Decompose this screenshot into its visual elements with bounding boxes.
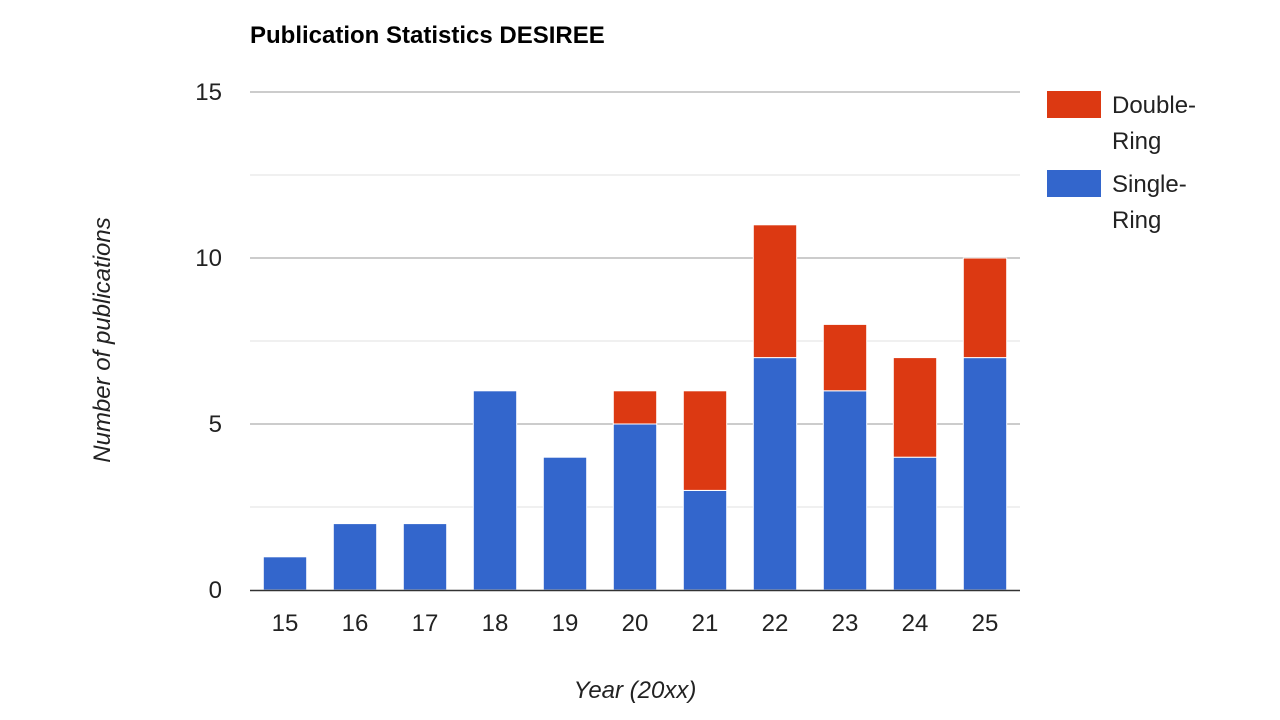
x-tick-label: 21 — [692, 610, 719, 637]
x-tick-label: 18 — [482, 610, 509, 637]
x-tick-label: 22 — [762, 610, 789, 637]
x-axis-ticks: 15 16 17 18 19 20 21 22 23 24 25 — [272, 610, 999, 637]
bar-single-ring-25 — [962, 357, 1008, 591]
x-tick-label: 23 — [832, 610, 859, 637]
chart-title: Publication Statistics DESIREE — [250, 22, 605, 49]
y-tick-label: 15 — [195, 79, 222, 106]
bar-single-ring-21 — [682, 489, 728, 591]
bar-double-ring-25 — [962, 257, 1008, 359]
x-tick-label: 25 — [972, 610, 999, 637]
legend-label-double-ring: Ring — [1112, 128, 1161, 155]
legend-swatch-single-ring — [1047, 170, 1101, 197]
bars — [262, 224, 1008, 591]
bar-double-ring-24 — [892, 357, 938, 458]
x-tick-label: 16 — [342, 610, 369, 637]
y-tick-label: 10 — [195, 245, 222, 272]
bar-single-ring-17 — [402, 523, 448, 591]
y-tick-label: 5 — [209, 411, 222, 438]
legend: Double- Ring Single- Ring — [1047, 91, 1196, 234]
legend-label-double-ring: Double- — [1112, 92, 1196, 119]
gridlines — [250, 91, 1020, 508]
x-axis-title: Year (20xx) — [574, 677, 697, 704]
bar-double-ring-21 — [682, 390, 728, 491]
bar-single-ring-24 — [892, 456, 938, 591]
bar-single-ring-16 — [332, 523, 378, 591]
legend-label-single-ring: Single- — [1112, 171, 1187, 198]
bar-double-ring-23 — [822, 323, 868, 392]
y-axis-title: Number of publications — [89, 217, 116, 462]
x-tick-label: 20 — [622, 610, 649, 637]
bar-single-ring-19 — [542, 456, 588, 591]
x-tick-label: 19 — [552, 610, 579, 637]
bar-double-ring-20 — [612, 390, 658, 425]
legend-swatch-double-ring — [1047, 91, 1101, 118]
bar-single-ring-23 — [822, 390, 868, 591]
x-tick-label: 17 — [412, 610, 439, 637]
y-tick-label: 0 — [209, 577, 222, 604]
x-tick-label: 24 — [902, 610, 929, 637]
bar-single-ring-18 — [472, 390, 518, 591]
y-axis-ticks: 0 5 10 15 — [195, 79, 222, 604]
legend-label-single-ring: Ring — [1112, 207, 1161, 234]
x-tick-label: 15 — [272, 610, 299, 637]
bar-single-ring-22 — [752, 357, 798, 591]
bar-single-ring-20 — [612, 423, 658, 591]
bar-double-ring-22 — [752, 224, 798, 359]
bar-single-ring-15 — [262, 556, 308, 591]
